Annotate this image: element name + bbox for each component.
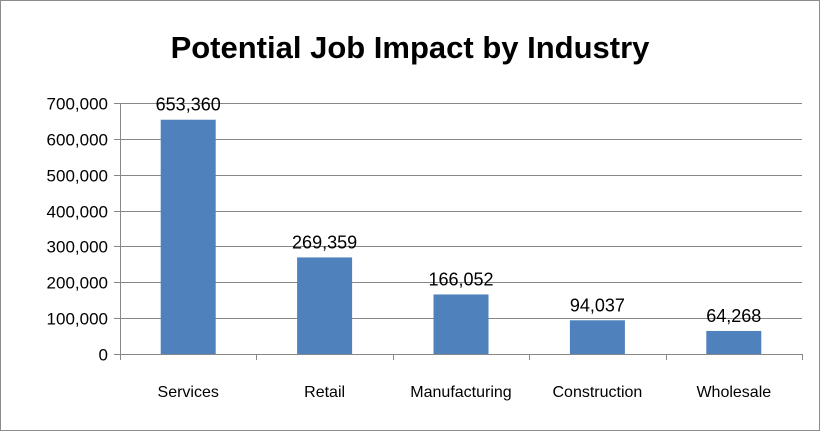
data-label: 166,052 <box>428 269 493 289</box>
x-category-label: Construction <box>552 384 642 401</box>
axes <box>114 103 803 360</box>
y-tick-label: 400,000 <box>47 203 108 222</box>
y-tick-label: 300,000 <box>47 238 108 257</box>
y-tick-label: 600,000 <box>47 131 108 150</box>
data-label: 94,037 <box>570 295 625 315</box>
chart-title: Potential Job Impact by Industry <box>170 30 650 65</box>
bar-construction <box>569 320 625 354</box>
bars <box>160 119 762 354</box>
y-tick-label: 500,000 <box>47 167 108 186</box>
y-tick-label: 700,000 <box>47 95 108 114</box>
data-label: 64,268 <box>706 306 761 326</box>
bar-wholesale <box>706 330 762 354</box>
bar-services <box>160 119 216 354</box>
labels: 0 100,000 200,000 300,000 400,000 500,000 600,… <box>47 95 772 402</box>
data-label: 653,360 <box>156 95 221 115</box>
x-category-label: Wholesale <box>696 384 771 401</box>
y-tick-label: 100,000 <box>47 310 108 329</box>
gridlines <box>120 103 802 319</box>
x-category-label: Manufacturing <box>410 384 511 401</box>
x-category-label: Retail <box>304 384 345 401</box>
y-tick-label: 0 <box>99 346 108 365</box>
y-tick-label: 200,000 <box>47 274 108 293</box>
bar-retail <box>297 257 353 354</box>
x-category-label: Services <box>158 384 219 401</box>
bar-manufacturing <box>433 294 489 354</box>
data-label: 269,359 <box>292 232 357 252</box>
